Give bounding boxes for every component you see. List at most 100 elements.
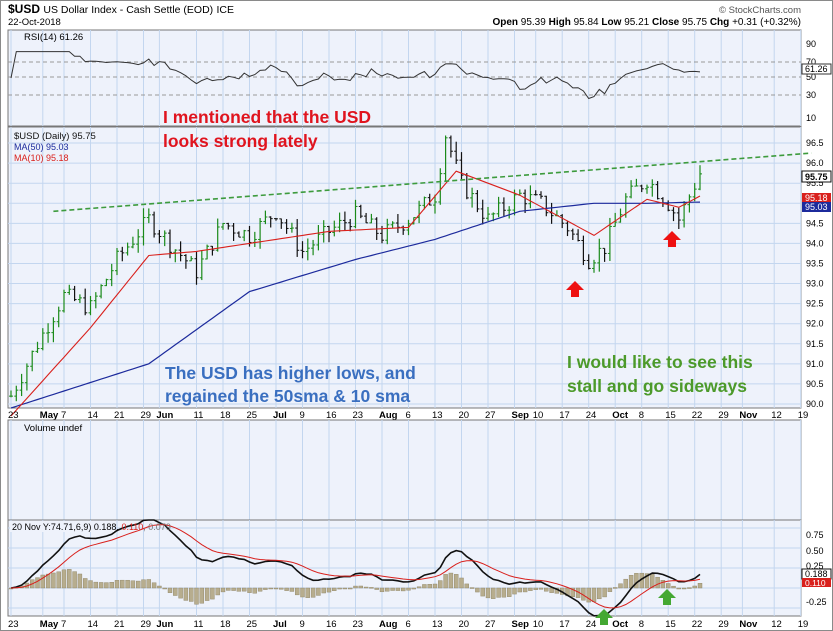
price-panel: 96.596.095.595.094.594.093.593.092.592.0… — [7, 126, 832, 417]
price-tick-label: 93.5 — [806, 258, 824, 268]
macd-hist-bar — [512, 587, 517, 595]
x-tick-label: 22 — [692, 410, 703, 421]
macd-hist-bar — [204, 587, 210, 601]
macd-hist-bar — [98, 582, 104, 589]
legend-price: $USD (Daily) 95.75 — [14, 131, 96, 142]
macd-hist-bar — [395, 587, 401, 591]
macd-hist-bar — [252, 587, 258, 594]
macd-hist-bar — [231, 587, 236, 591]
green-up-arrow-1 — [595, 609, 613, 625]
macd-hist-bar — [681, 587, 687, 590]
macd-hist-bar — [247, 587, 252, 593]
macd-hist-bar — [289, 587, 295, 592]
price-tick-label: 96.0 — [806, 158, 824, 168]
macd-hist-bar — [268, 587, 273, 590]
rsi-line — [10, 51, 701, 100]
macd-hist-bar — [469, 587, 475, 589]
macd-hist-bar — [586, 587, 591, 603]
macd-hist-bar — [385, 587, 390, 592]
macd-hist-bar — [188, 587, 194, 602]
macd-hist-bar — [45, 573, 51, 589]
x-tick-label: 13 — [432, 619, 443, 630]
macd-hist-bar — [353, 585, 358, 589]
macd-hist-bar — [220, 587, 226, 593]
macd-hist-bar — [316, 587, 321, 596]
x-tick-label: 29 — [718, 410, 729, 421]
macd-hist-bar — [125, 579, 130, 589]
macd-hist-bar — [51, 572, 56, 589]
x-tick-label: May — [40, 619, 59, 630]
macd-hist-bar — [199, 587, 205, 604]
macd-hist-bar — [623, 578, 628, 589]
price-bars — [9, 135, 702, 402]
macd-hist-bar — [82, 578, 88, 589]
macd-tick-0.50: 0.50 — [806, 546, 824, 556]
macd-hist-bar — [597, 587, 602, 600]
rsi-tick-70: 70 — [806, 57, 816, 67]
volume-panel: Volume undef — [7, 419, 802, 521]
macd-hist-bar — [411, 587, 416, 590]
x-tick-label: 11 — [194, 410, 204, 421]
x-tick-label: 6 — [406, 619, 411, 630]
x-tick-label: 23 — [353, 410, 364, 421]
x-tick-label: 20 — [459, 410, 470, 421]
x-tick-label: 23 — [8, 410, 19, 421]
macd-hist-bar — [374, 587, 379, 590]
macd-hist-bar — [480, 587, 485, 597]
macd-hist-bar — [342, 587, 348, 590]
macd-hist-bar — [544, 587, 549, 592]
macd-hist-bar — [358, 585, 363, 589]
macd-hist-bar — [67, 569, 72, 589]
macd-hist-bar — [427, 584, 432, 589]
signal-value-tag: 0.110 — [805, 578, 826, 588]
price-tick-label: 94.0 — [806, 238, 824, 248]
macd-hist-bar — [146, 579, 152, 589]
macd-hist-bar — [459, 577, 464, 589]
macd-hist-bar — [406, 587, 411, 591]
macd-hist-bar — [676, 587, 681, 590]
macd-hist-bar — [496, 587, 501, 598]
macd-hist-bar — [273, 587, 279, 590]
macd-hist-bar — [692, 585, 697, 589]
x-tick-label: 15 — [665, 619, 676, 630]
x-tick-label: 23 — [8, 619, 19, 630]
macd-hist-bar — [522, 587, 528, 593]
macd-hist-bar — [475, 587, 480, 593]
close-tag: 95.75 — [805, 172, 828, 182]
macd-hist-bar — [120, 579, 125, 589]
red-up-arrow-2 — [663, 231, 681, 247]
macd-hist-bar — [416, 586, 422, 589]
x-tick-label: 17 — [559, 410, 570, 421]
rsi-panel: RSI(14) 61.26 90 70 50 30 10 61.26 — [7, 29, 832, 127]
price-tick-label: 90.5 — [806, 379, 824, 389]
x-tick-label: 16 — [326, 410, 337, 421]
ma10-line — [10, 170, 701, 417]
price-tick-label: 91.0 — [806, 359, 824, 369]
annotation-blue-1: The USD has higher lows, and — [165, 363, 416, 383]
x-tick-label: 25 — [247, 619, 258, 630]
x-tick-label: 29 — [141, 619, 152, 630]
x-tick-label: 13 — [432, 410, 443, 421]
x-tick-label: Jul — [273, 410, 287, 421]
macd-hist-bar — [501, 587, 507, 598]
x-tick-label: Nov — [739, 410, 758, 421]
macd-hist-bar — [183, 587, 189, 601]
macd-hist-bar — [443, 574, 448, 589]
macd-hist-bar — [538, 587, 544, 590]
macd-hist-bar — [507, 587, 512, 597]
macd-hist-bar — [549, 587, 554, 593]
x-tick-label: 15 — [665, 410, 676, 421]
annotation-blue-2: regained the 50sma & 10 sma — [165, 386, 410, 406]
rsi-label: RSI(14) 61.26 — [24, 32, 83, 43]
green-up-arrow-2 — [658, 589, 676, 605]
x-tick-label: 25 — [247, 410, 258, 421]
macd-hist-bar — [141, 579, 146, 589]
macd-hist-bar — [157, 585, 162, 589]
x-tick-label: Aug — [379, 619, 398, 630]
chart-header: $USD US Dollar Index - Cash Settle (EOD)… — [8, 2, 801, 28]
macd-hist-bar — [305, 587, 310, 598]
price-tick-label: 93.0 — [806, 279, 824, 289]
x-tick-label: 7 — [61, 619, 66, 630]
macd-hist-bar — [666, 583, 671, 589]
